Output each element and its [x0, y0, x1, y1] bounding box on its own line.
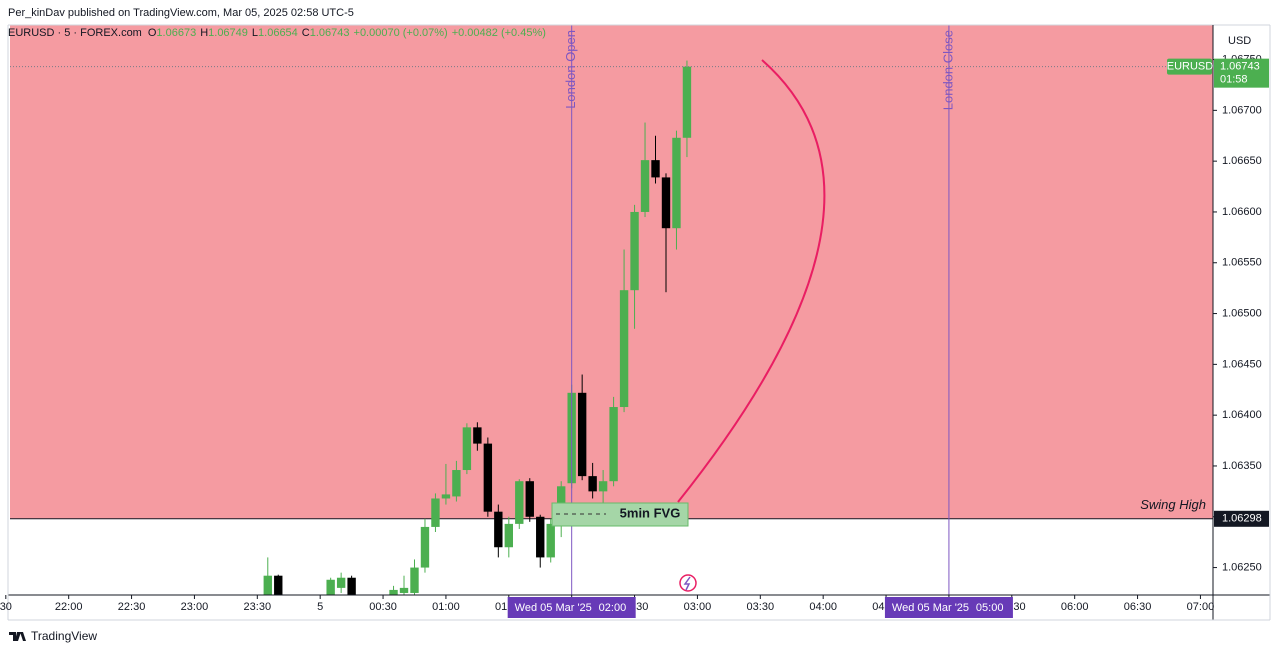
candle-body	[661, 177, 671, 229]
price-tag-symbol-box	[1167, 58, 1212, 75]
candle-body	[577, 392, 587, 477]
session-label: London Close	[940, 30, 955, 110]
candle-body	[640, 160, 650, 212]
candle-body	[399, 587, 409, 593]
y-tick-label: 1.06500	[1222, 307, 1262, 319]
price-tag-box	[1214, 58, 1269, 88]
x-tick-label: 06:00	[1061, 601, 1089, 613]
candle-body	[672, 137, 681, 229]
event-bolt	[683, 576, 691, 591]
level-tag-box	[1214, 510, 1269, 527]
session-date: Wed 05 Mar '25	[515, 602, 592, 614]
y-tick-label: 1.06550	[1222, 257, 1262, 269]
session-time-box	[507, 597, 636, 618]
candle-body	[326, 579, 335, 595]
x-tick-label: 03:00	[684, 601, 712, 613]
arc-drawing	[677, 59, 826, 503]
x-tick-label: 23:00	[181, 601, 209, 613]
x-tick-label: 03:30	[747, 601, 775, 613]
session-time-box	[884, 597, 1013, 618]
candle-body	[431, 498, 440, 527]
session-time: 05:00	[976, 602, 1004, 614]
y-tick-label: 1.06600	[1222, 206, 1262, 218]
y-tick-label: 1.06250	[1222, 561, 1262, 573]
x-tick-label: 06:30	[1124, 601, 1152, 613]
x-tick-label: 23:30	[244, 601, 272, 613]
x-tick-label: 04:00	[809, 601, 837, 613]
candle-body	[682, 66, 692, 138]
y-tick-label: 1.06700	[1222, 104, 1262, 116]
candle-body	[336, 577, 346, 588]
price-tag-value: 1.06743	[1220, 61, 1260, 73]
currency-label: USD	[1228, 35, 1251, 47]
fvg-rect	[551, 502, 689, 527]
x-tick-label: 30	[0, 601, 12, 613]
candle-body	[452, 470, 461, 497]
event-icon[interactable]	[679, 574, 697, 592]
candle-body	[473, 427, 482, 444]
x-tick-label: 01:00	[432, 601, 460, 613]
candle-body	[525, 481, 534, 517]
price-tag-symbol: EURUSD	[1167, 61, 1214, 73]
y-tick-label: 1.06450	[1222, 358, 1262, 370]
fvg-label: 5min FVG	[620, 505, 681, 520]
x-tick-label: 22:00	[55, 601, 83, 613]
candle-body	[651, 160, 660, 178]
candle-body	[588, 476, 597, 492]
candle-body	[619, 290, 629, 408]
candle-body	[410, 567, 419, 593]
candle-body	[483, 443, 493, 512]
candle-body	[504, 523, 513, 548]
candle-body	[598, 481, 608, 492]
header-text: Per_kinDav published on TradingView.com,…	[8, 7, 354, 19]
candle-body	[494, 511, 503, 548]
level-tag-value: 1.06298	[1222, 513, 1262, 525]
x-tick-label: 5	[317, 601, 323, 613]
candle-body	[462, 427, 472, 471]
footer-brand: TradingView	[31, 629, 97, 643]
candle-body	[389, 589, 398, 595]
candle-body	[420, 526, 430, 568]
candle-body	[515, 481, 524, 524]
candle-body	[263, 575, 272, 595]
level-label: Swing High	[1140, 497, 1206, 512]
candle-body	[347, 577, 356, 595]
session-date: Wed 05 Mar '25	[892, 602, 969, 614]
x-tick-label: 07:00	[1187, 601, 1215, 613]
price-tag-countdown: 01:58	[1220, 74, 1248, 86]
candle-body	[609, 407, 618, 482]
candle-body	[630, 211, 639, 291]
legend: EURUSD · 5 · FOREX.com O1.06673 H1.06749 L1…	[8, 27, 546, 39]
y-tick-label: 1.06350	[1222, 460, 1262, 472]
candle-body	[441, 494, 451, 499]
fvg-box: 5min FVG	[551, 502, 689, 527]
logo-icon	[9, 632, 26, 641]
y-tick-label: 1.06650	[1222, 155, 1262, 167]
session-label: London Open	[563, 30, 578, 109]
y-tick-label: 1.06400	[1222, 409, 1262, 421]
x-tick-label: 22:30	[118, 601, 146, 613]
candle-body	[274, 575, 283, 595]
candle-body	[536, 516, 545, 558]
x-tick-label: 00:30	[369, 601, 397, 613]
footer-logo: TradingView	[9, 629, 97, 643]
session-time: 02:00	[599, 602, 627, 614]
candle-body	[546, 523, 555, 558]
